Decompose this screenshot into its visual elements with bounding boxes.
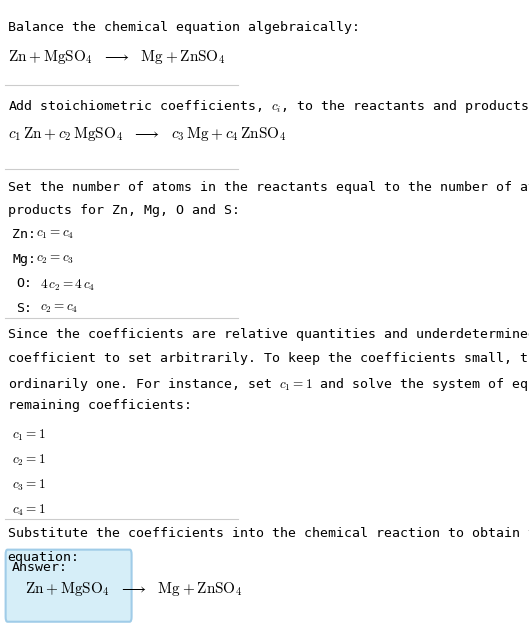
Text: Add stoichiometric coefficients, $c_i$, to the reactants and products:: Add stoichiometric coefficients, $c_i$, … xyxy=(7,98,529,115)
Text: Set the number of atoms in the reactants equal to the number of atoms in the: Set the number of atoms in the reactants… xyxy=(7,181,529,194)
Text: Zn:: Zn: xyxy=(12,228,37,241)
Text: $4\,c_2 = 4\,c_4$: $4\,c_2 = 4\,c_4$ xyxy=(40,278,95,293)
Text: products for Zn, Mg, O and S:: products for Zn, Mg, O and S: xyxy=(7,204,240,217)
Text: Substitute the coefficients into the chemical reaction to obtain the balanced: Substitute the coefficients into the che… xyxy=(7,527,529,540)
Text: $c_2 = c_4$: $c_2 = c_4$ xyxy=(40,302,78,315)
Text: Mg:: Mg: xyxy=(12,253,37,266)
Text: $\mathrm{Zn + MgSO_4}$  $\longrightarrow$  $\mathrm{Mg + ZnSO_4}$: $\mathrm{Zn + MgSO_4}$ $\longrightarrow$… xyxy=(7,48,225,66)
Text: ordinarily one. For instance, set $c_1 = 1$ and solve the system of equations fo: ordinarily one. For instance, set $c_1 =… xyxy=(7,376,529,393)
Text: $c_2 = c_3$: $c_2 = c_3$ xyxy=(36,253,74,266)
Text: $c_2 = 1$: $c_2 = 1$ xyxy=(12,453,46,468)
Text: $c_1 = c_4$: $c_1 = c_4$ xyxy=(36,228,74,241)
Text: $\mathrm{Zn + MgSO_4}$  $\longrightarrow$  $\mathrm{Mg + ZnSO_4}$: $\mathrm{Zn + MgSO_4}$ $\longrightarrow$… xyxy=(25,580,243,598)
Text: $c_1\,\mathrm{Zn} + c_2\,\mathrm{MgSO_4}$  $\longrightarrow$  $c_3\,\mathrm{Mg} : $c_1\,\mathrm{Zn} + c_2\,\mathrm{MgSO_4}… xyxy=(7,125,286,142)
Text: $c_3 = 1$: $c_3 = 1$ xyxy=(12,478,46,493)
Text: S:: S: xyxy=(16,302,32,315)
Text: remaining coefficients:: remaining coefficients: xyxy=(7,399,191,413)
Text: O:: O: xyxy=(16,278,32,290)
Text: $c_4 = 1$: $c_4 = 1$ xyxy=(12,502,46,518)
Text: coefficient to set arbitrarily. To keep the coefficients small, the arbitrary va: coefficient to set arbitrarily. To keep … xyxy=(7,352,529,365)
Text: equation:: equation: xyxy=(7,551,79,564)
Text: Balance the chemical equation algebraically:: Balance the chemical equation algebraica… xyxy=(7,21,360,34)
FancyBboxPatch shape xyxy=(6,550,132,622)
Text: Since the coefficients are relative quantities and underdetermined, choose a: Since the coefficients are relative quan… xyxy=(7,329,529,342)
Text: $c_1 = 1$: $c_1 = 1$ xyxy=(12,428,46,443)
Text: Answer:: Answer: xyxy=(12,561,68,574)
